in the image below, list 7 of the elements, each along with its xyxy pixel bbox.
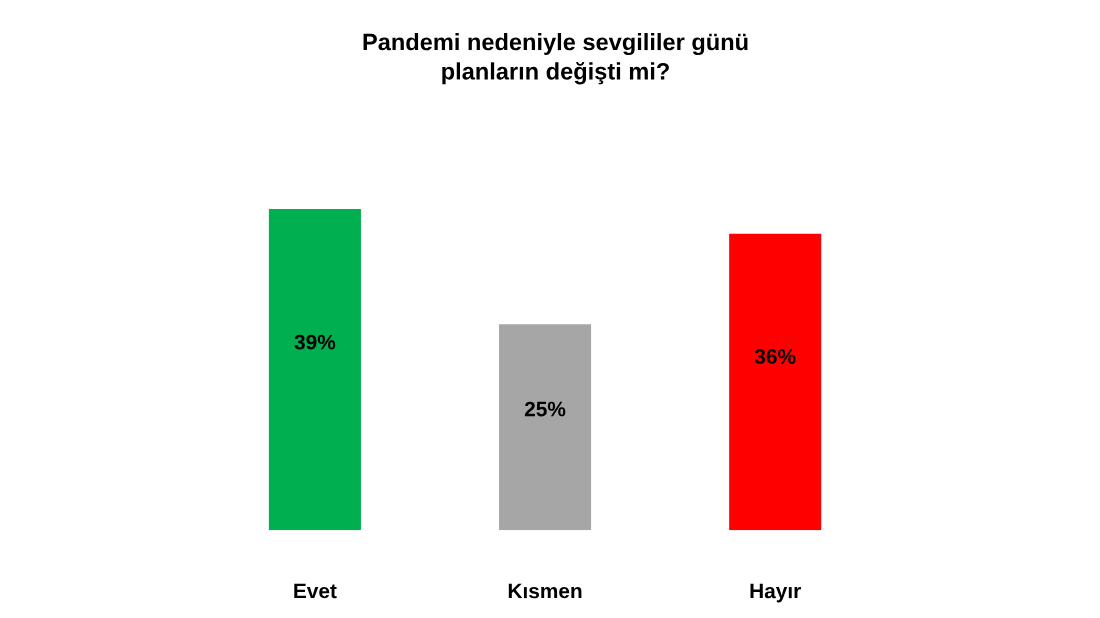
- x-tick-label: Kısmen: [508, 583, 582, 599]
- data-label: 39%: [294, 334, 336, 350]
- data-label: 25%: [524, 401, 566, 417]
- x-tick-label: Evet: [294, 583, 337, 599]
- chart-title: Pandemi nedeniyle sevgililer günü planların değişti mi?: [363, 33, 748, 85]
- x-tick-label: Hayır: [750, 583, 801, 603]
- data-label: 36%: [754, 349, 796, 364]
